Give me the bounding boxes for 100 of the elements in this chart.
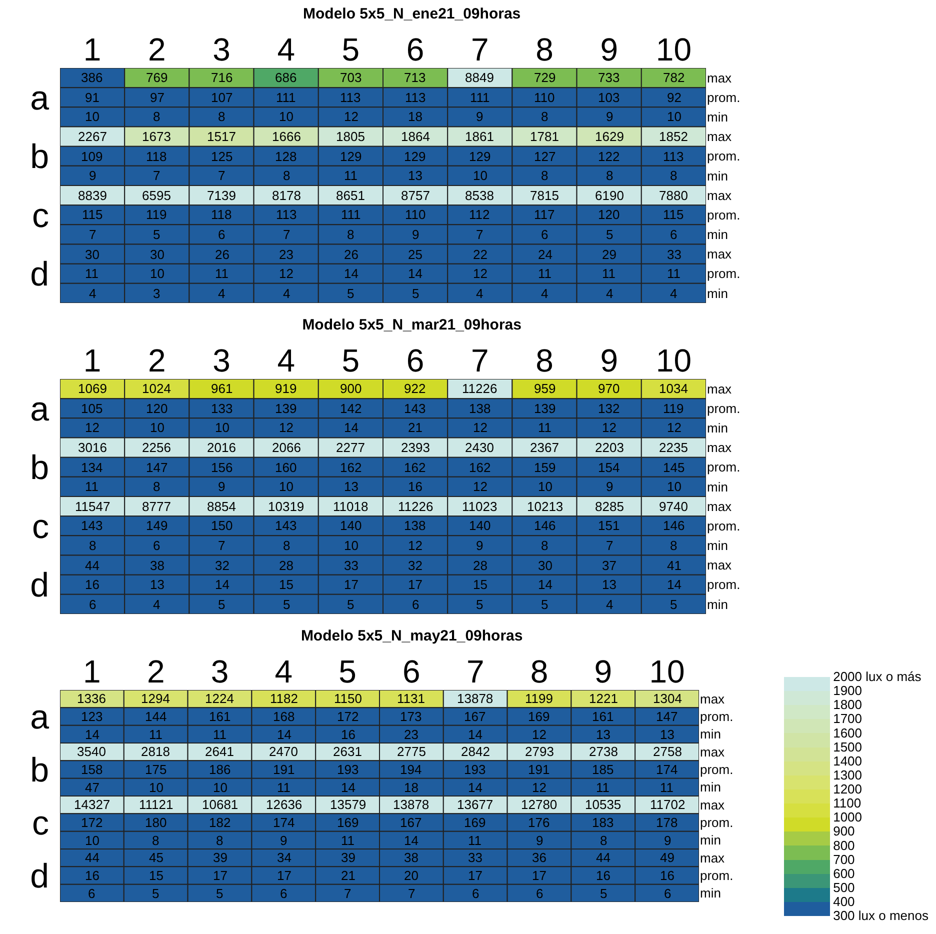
data-label: 9 — [476, 109, 484, 124]
data-label: 7 — [344, 886, 352, 901]
data-label: 36 — [532, 850, 546, 865]
data-label: 2367 — [530, 440, 559, 455]
data-label: 149 — [146, 518, 168, 533]
color-bar-label: 500 — [833, 880, 855, 895]
data-label: 7 — [476, 227, 484, 242]
y2-tick-label: prom. — [707, 207, 740, 222]
data-label: 119 — [146, 207, 167, 222]
x-tick-label: 6 — [406, 32, 424, 68]
x-tick-label: 9 — [600, 342, 618, 379]
y2-tick-label: max — [707, 381, 732, 396]
data-label: 10 — [667, 109, 682, 124]
data-label: 115 — [663, 207, 684, 222]
data-label: 143 — [404, 401, 426, 416]
data-label: 1673 — [142, 129, 171, 144]
data-label: 25 — [408, 247, 422, 262]
x-tick-label: 7 — [471, 32, 489, 68]
data-label: 1024 — [142, 381, 171, 396]
data-label: 5 — [600, 886, 608, 901]
data-label: 14 — [667, 577, 682, 592]
data-label: 32 — [408, 558, 422, 573]
data-label: 14 — [538, 577, 552, 592]
y2-tick-label: min — [700, 780, 721, 795]
data-label: 703 — [340, 70, 362, 85]
x-tick-label: 10 — [656, 342, 692, 379]
data-label: 2066 — [272, 440, 301, 455]
data-label: 7880 — [659, 188, 688, 203]
data-label: 143 — [275, 518, 297, 533]
data-label: 2641 — [205, 744, 234, 759]
data-label: 180 — [145, 815, 167, 830]
y2-tick-label: prom. — [700, 709, 734, 724]
data-label: 162 — [340, 460, 362, 475]
y2-tick-label: min — [707, 286, 728, 301]
data-label: 44 — [596, 850, 610, 865]
data-label: 8 — [153, 479, 160, 494]
data-label: 8 — [152, 833, 160, 848]
data-label: 15 — [149, 868, 164, 883]
data-label: 14 — [344, 266, 358, 281]
data-label: 111 — [341, 207, 361, 222]
data-label: 26 — [215, 247, 230, 262]
data-label: 39 — [213, 850, 228, 865]
data-label: 14 — [408, 266, 422, 281]
y2-tick-label: min — [700, 726, 721, 742]
data-label: 8849 — [465, 70, 494, 85]
data-label: 147 — [656, 709, 678, 724]
y2-tick-label: min — [707, 538, 728, 554]
data-label: 10 — [538, 479, 552, 494]
data-label: 14 — [215, 577, 230, 592]
data-label: 4 — [153, 597, 160, 612]
data-label: 8 — [670, 168, 678, 183]
data-label: 41 — [667, 558, 682, 573]
data-label: 23 — [404, 727, 418, 742]
data-label: 5 — [152, 886, 160, 901]
y2-tick-label: prom. — [700, 762, 734, 778]
data-label: 172 — [337, 709, 359, 724]
data-label: 8 — [89, 538, 96, 553]
data-label: 147 — [146, 460, 168, 475]
y2-tick-label: prom. — [707, 90, 740, 105]
data-label: 1294 — [141, 691, 170, 706]
data-label: 5 — [347, 597, 354, 612]
data-label: 1666 — [272, 129, 301, 144]
y2-tick-label: max — [707, 558, 732, 573]
data-label: 14 — [468, 727, 482, 742]
data-label: 10 — [473, 168, 488, 183]
data-label: 10 — [667, 479, 682, 494]
data-label: 11226 — [462, 381, 498, 396]
data-label: 8538 — [465, 188, 494, 203]
x-tick-label: 7 — [466, 654, 484, 690]
y2-tick-label: min — [700, 832, 721, 848]
data-label: 154 — [598, 460, 620, 475]
data-label: 2842 — [461, 744, 490, 759]
data-label: 29 — [602, 247, 616, 262]
data-label: 133 — [211, 401, 233, 416]
data-label: 128 — [275, 149, 297, 164]
data-label: 39 — [341, 850, 356, 865]
data-label: 8 — [347, 227, 354, 242]
data-label: 9 — [606, 109, 614, 124]
color-bar-label: 1000 — [833, 810, 862, 825]
data-label: 97 — [150, 90, 164, 105]
data-label: 7 — [218, 168, 226, 183]
data-label: 12 — [532, 780, 546, 795]
data-label: 1861 — [465, 129, 494, 144]
data-label: 12 — [532, 727, 546, 742]
x-tick-label: 1 — [83, 654, 101, 690]
data-label: 6 — [218, 227, 226, 242]
data-label: 919 — [275, 381, 297, 396]
data-label: 185 — [592, 762, 614, 777]
data-label: 140 — [469, 518, 491, 533]
data-label: 167 — [400, 815, 422, 830]
data-label: 13 — [596, 727, 610, 742]
data-label: 37 — [602, 558, 616, 573]
x-tick-label: 7 — [471, 342, 489, 379]
data-label: 2793 — [525, 744, 554, 759]
data-label: 17 — [532, 868, 546, 883]
data-label: 129 — [340, 149, 362, 164]
data-label: 176 — [528, 815, 550, 830]
data-label: 12 — [667, 420, 682, 435]
data-label: 38 — [404, 850, 418, 865]
data-label: 713 — [404, 70, 426, 85]
